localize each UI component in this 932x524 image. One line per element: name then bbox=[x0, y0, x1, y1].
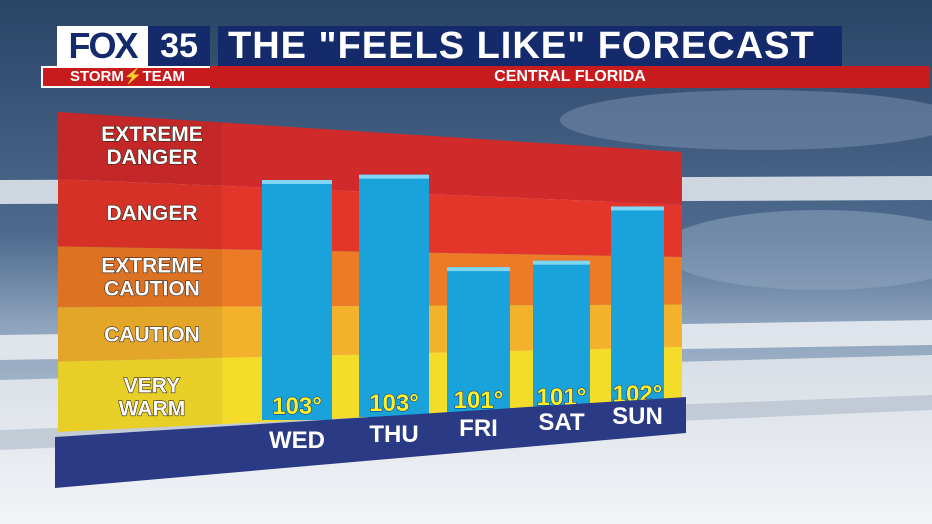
zone-label-backdrop bbox=[58, 357, 222, 432]
fox-logo: FOX bbox=[57, 26, 148, 66]
zone-label-backdrop bbox=[58, 112, 222, 186]
page-subtitle: CENTRAL FLORIDA bbox=[210, 66, 930, 88]
day-axis-strip bbox=[55, 397, 686, 488]
day-label: FRI bbox=[459, 415, 498, 442]
zone-label-backdrop bbox=[58, 306, 222, 362]
value-label: 103° bbox=[272, 393, 322, 420]
bar-thu bbox=[359, 174, 429, 417]
zone-label: EXTREME DANGER bbox=[101, 123, 203, 169]
day-label: SUN bbox=[612, 403, 663, 430]
bar-highlight bbox=[533, 260, 590, 265]
value-label: 103° bbox=[369, 390, 419, 417]
zone-label: VERY WARM bbox=[119, 374, 186, 420]
zone-label: DANGER bbox=[106, 202, 197, 225]
zone-label: CAUTION bbox=[104, 323, 200, 346]
day-label: WED bbox=[269, 427, 325, 454]
day-label: THU bbox=[369, 421, 418, 448]
bar-wed bbox=[262, 180, 332, 420]
bar-highlight bbox=[359, 174, 429, 179]
bar-sun bbox=[611, 206, 664, 408]
channel-number: 35 bbox=[148, 26, 210, 66]
page-title: THE "FEELS LIKE" FORECAST bbox=[218, 26, 842, 66]
storm-team-badge: STORM⚡TEAM bbox=[41, 66, 214, 88]
bar-sat bbox=[533, 260, 590, 411]
zone-label-backdrop bbox=[58, 179, 222, 250]
zone-band bbox=[58, 112, 682, 205]
bar-highlight bbox=[611, 206, 664, 211]
zone-label: EXTREME CAUTION bbox=[101, 254, 203, 300]
zone-label-backdrop bbox=[58, 246, 222, 308]
bar-highlight bbox=[447, 267, 510, 272]
day-label: SAT bbox=[538, 409, 585, 436]
bar-highlight bbox=[262, 180, 332, 184]
bar-fri bbox=[447, 267, 510, 414]
